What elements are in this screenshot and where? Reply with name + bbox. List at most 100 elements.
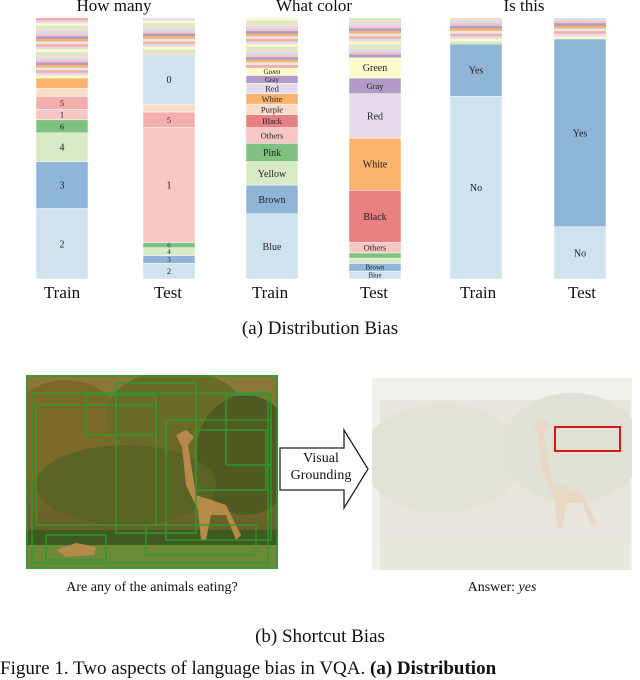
- bar-segment-stripe: [246, 28, 298, 32]
- bar-segment-stripe: [246, 31, 298, 34]
- bar-segment-stripe: [349, 31, 401, 34]
- bar-segment-stripe: [349, 36, 401, 40]
- bar-segment-stripe: [36, 25, 88, 29]
- bar-label-how-many-test: Test: [153, 283, 183, 302]
- bar-segment-stripe: [349, 41, 401, 45]
- question-caption: Are any of the animals eating?: [66, 580, 238, 595]
- bar-segment-stripe: [349, 44, 401, 48]
- bar-segment-label: Green: [363, 63, 387, 74]
- bar-segment-stripe: [349, 18, 401, 21]
- bar-segment-stripe: [143, 18, 195, 21]
- bar-segment-stripe: [554, 25, 606, 29]
- bar-segment-stripe: [450, 20, 502, 24]
- visual-grounding-label: Visual Grounding: [280, 450, 362, 484]
- bar-segment: [35, 132, 89, 162]
- bar-segment-label: Green: [263, 68, 281, 76]
- bar-segment-stripe: [36, 62, 88, 66]
- bar-segment-stripe: [143, 38, 195, 42]
- bar-segment: [449, 43, 503, 97]
- bar-segment-stripe: [36, 38, 88, 42]
- caption-shortcut-bias: (b) Shortcut Bias: [255, 626, 385, 647]
- giraffe-photo-with-boxes: [26, 375, 278, 569]
- bar-segment-label: 0: [167, 75, 172, 86]
- bar-segment-stripe: [450, 25, 502, 29]
- bar-segment: [245, 213, 299, 280]
- bar-segment-stripe: [143, 41, 195, 45]
- figure-caption-bold: (a) Distribution: [370, 658, 497, 679]
- bar-segment-label: 3: [167, 256, 171, 264]
- bar-segment-label: 4: [167, 248, 171, 256]
- bar-segment-label: Yellow: [258, 169, 287, 180]
- bar-segment-stripe: [450, 33, 502, 37]
- bar-segment: [35, 88, 89, 97]
- bar-segment-stripe: [450, 38, 502, 42]
- bar-segment-stripe: [246, 18, 298, 21]
- stacked-bars: 2346152346150BlueBrownYellowPinkOthersBl…: [35, 18, 607, 280]
- bar-segment-label: Gray: [265, 76, 279, 84]
- faded-giraffe-photo: [372, 378, 632, 570]
- bar-segment: [348, 93, 402, 139]
- bar-segment-stripe: [349, 54, 401, 58]
- bar-segment-stripe: [36, 51, 88, 55]
- bar-segment-stripe: [36, 70, 88, 74]
- bar-segment: [348, 252, 402, 259]
- bar-segment-stripe: [554, 36, 606, 40]
- bar-segment-stripe: [36, 46, 88, 50]
- bar-segment-label: Black: [363, 212, 386, 223]
- visual-grounding-arrow: [279, 428, 369, 510]
- bar-segment-label: Others: [364, 243, 387, 253]
- bar-segment-label: 2: [167, 266, 171, 276]
- bar-segment-label: Purple: [261, 104, 283, 114]
- bar-segment-label: Blue: [263, 242, 282, 253]
- bar-segment-stripe: [143, 33, 195, 37]
- bar-segment-stripe: [143, 49, 195, 53]
- bar-segment-stripe: [554, 23, 606, 27]
- bar-segment-label: Others: [261, 130, 284, 140]
- bar-segment-stripe: [246, 20, 298, 24]
- bar-segment-label: Red: [265, 83, 279, 93]
- bar-segment-stripe: [450, 36, 502, 40]
- bar-label-what-color-test: Test: [359, 283, 389, 302]
- bar-segment: [348, 137, 402, 191]
- bar-segment-stripe: [450, 28, 502, 32]
- bar-segment-label: Yes: [469, 66, 484, 77]
- bar-segment-label: White: [363, 160, 388, 171]
- bar-segment-stripe: [450, 31, 502, 34]
- bar-segment-label: Yes: [573, 128, 588, 139]
- bar-segment-label: White: [262, 94, 283, 104]
- bar-segment-label: Black: [262, 116, 283, 126]
- bar-segment-stripe: [143, 25, 195, 29]
- bar-segment-stripe: [554, 33, 606, 37]
- bar-segment-stripe: [36, 67, 88, 71]
- bar-segment-label: Gray: [367, 81, 385, 91]
- bar-label-how-many-train: Train: [43, 283, 81, 302]
- bar-segment: [142, 54, 196, 105]
- answer-prefix: Answer:: [467, 580, 519, 595]
- bar-segment-stripe: [36, 54, 88, 58]
- bar-segment-stripe: [36, 44, 88, 48]
- bar-segment-stripe: [554, 28, 606, 32]
- bar-segment-stripe: [143, 20, 195, 24]
- bar-segment-stripe: [36, 23, 88, 27]
- bar-segment: [142, 103, 196, 113]
- bar-segment-stripe: [143, 36, 195, 40]
- bar-segment-stripe: [349, 51, 401, 55]
- bar-segment-stripe: [36, 33, 88, 37]
- bar-segment-stripe: [554, 20, 606, 24]
- bar-segment-stripe: [246, 44, 298, 48]
- bar-segment-stripe: [246, 41, 298, 45]
- bar-segment-label: No: [470, 183, 482, 194]
- bar-segment-stripe: [349, 28, 401, 32]
- bar-segment: [553, 226, 607, 280]
- bar-label-is-this-test: Test: [567, 283, 597, 302]
- bar-segment-label: Brown: [365, 264, 385, 272]
- bar-segment-stripe: [246, 25, 298, 29]
- bar-segment-label: 6: [60, 121, 64, 131]
- bar-segment: [35, 208, 89, 280]
- bar-segment-label: 1: [167, 181, 172, 192]
- bar-segment-stripe: [143, 51, 195, 55]
- bar-segment-label: 4: [60, 143, 65, 154]
- bar-segment-stripe: [349, 23, 401, 27]
- bar-segment-stripe: [349, 20, 401, 24]
- bar-segment-stripe: [36, 49, 88, 53]
